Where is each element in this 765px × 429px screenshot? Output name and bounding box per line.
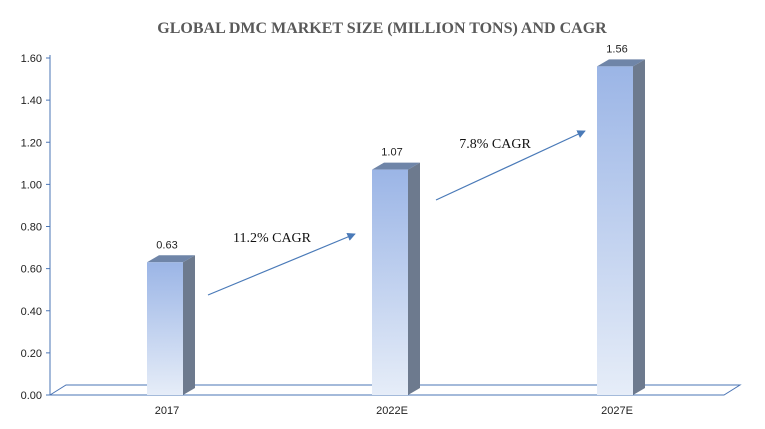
bar: [372, 169, 408, 395]
cagr-label: 11.2% CAGR: [233, 231, 312, 246]
chart-floor: [48, 384, 742, 396]
y-tick-label: 1.60: [21, 53, 42, 65]
bar-top: [597, 59, 645, 67]
data-label: 0.63: [156, 239, 177, 251]
bar-side: [408, 162, 420, 395]
chart-title: GLOBAL DMC MARKET SIZE (MILLION TONS) AN…: [157, 20, 607, 37]
bar-side: [183, 255, 195, 395]
bar-side: [633, 59, 645, 396]
y-tick-label: 1.40: [21, 95, 42, 107]
annotations: 11.2% CAGR 7.8% CAGR: [207, 130, 586, 296]
data-label: 1.07: [381, 147, 402, 159]
cagr-label: 7.8% CAGR: [459, 137, 531, 152]
data-label: 1.56: [606, 43, 627, 55]
y-tick-label: 0.00: [21, 390, 42, 402]
y-tick-label: 0.20: [21, 348, 42, 360]
bar-top: [372, 162, 420, 170]
y-tick-label: 1.00: [21, 179, 42, 191]
bar: [147, 262, 183, 395]
x-tick-label: 2017: [155, 405, 179, 417]
bars: 0.63 2017 1.07 2022E 1.56 2027E: [147, 43, 645, 417]
cagr-arrow: [207, 233, 356, 296]
x-tick-label: 2022E: [376, 405, 408, 417]
y-tick-label: 0.80: [21, 222, 42, 234]
bar: [597, 66, 633, 396]
bar-top: [147, 255, 195, 263]
axes: 0.00 0.20 0.40 0.60 0.80 1.00 1.20 1.40 1.60: [21, 53, 742, 402]
y-tick-label: 1.20: [21, 137, 42, 149]
y-tick-label: 0.60: [21, 264, 42, 276]
y-tick-label: 0.40: [21, 306, 42, 318]
cagr-arrow: [435, 130, 586, 201]
x-tick-label: 2027E: [601, 405, 633, 417]
